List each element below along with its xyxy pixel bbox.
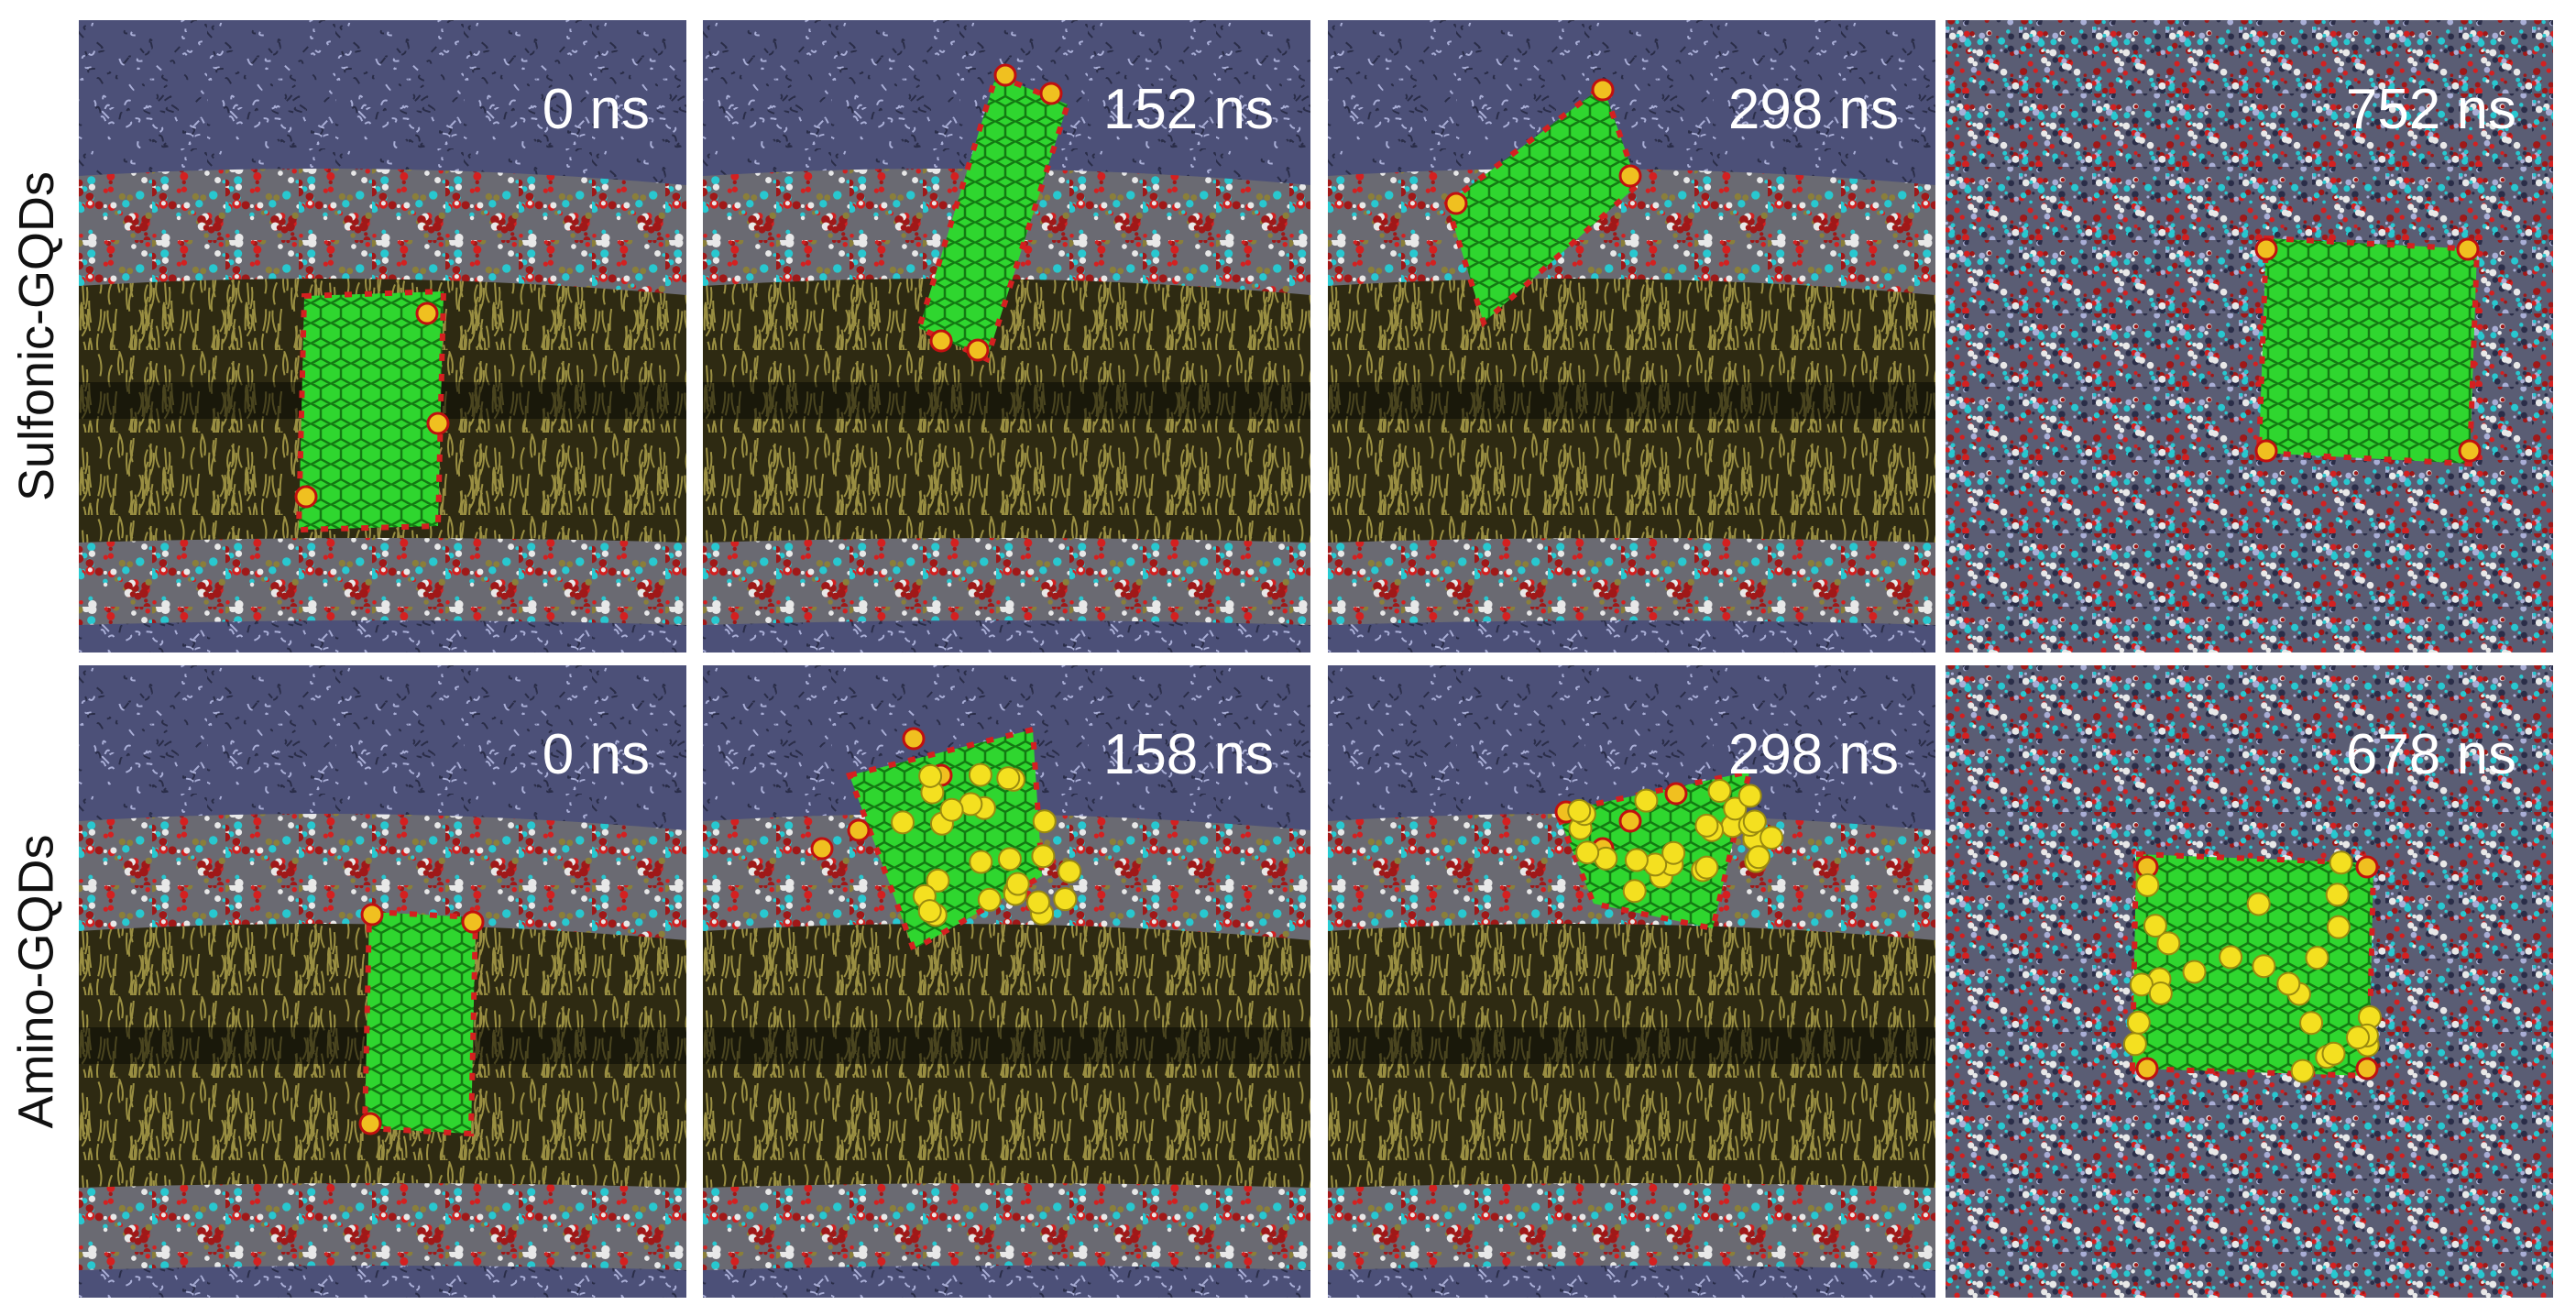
time-label: 152 ns	[1103, 78, 1274, 141]
simulation-snapshot: 158 ns	[703, 665, 1310, 1298]
time-label: 0 ns	[543, 723, 650, 786]
row-label: Sulfonic-GQDs	[0, 20, 73, 653]
snapshot-image: 298 ns	[1328, 665, 1935, 1298]
time-label: 752 ns	[2346, 78, 2516, 141]
simulation-snapshot: 0 ns	[79, 20, 686, 653]
time-label: 298 ns	[1728, 78, 1899, 141]
time-label: 678 ns	[2346, 723, 2516, 786]
simulation-snapshot: 152 ns	[703, 20, 1310, 653]
snapshot-image: 0 ns	[79, 20, 686, 653]
snapshot-image: 678 ns	[1946, 665, 2553, 1298]
time-label: 158 ns	[1103, 723, 1274, 786]
time-label: 298 ns	[1728, 723, 1899, 786]
simulation-snapshot: 298 ns	[1328, 665, 1935, 1298]
snapshot-image: 158 ns	[703, 665, 1310, 1298]
row-label-text: Amino-GQDs	[9, 834, 65, 1129]
simulation-snapshot: 298 ns	[1328, 20, 1935, 653]
snapshot-image: 752 ns	[1946, 20, 2553, 653]
row-label: Amino-GQDs	[0, 665, 73, 1298]
snapshot-image: 0 ns	[79, 665, 686, 1298]
snapshot-image: 298 ns	[1328, 20, 1935, 653]
simulation-snapshot: 752 ns	[1946, 20, 2553, 653]
row-label-text: Sulfonic-GQDs	[9, 170, 65, 502]
simulation-snapshot: 0 ns	[79, 665, 686, 1298]
time-label: 0 ns	[543, 78, 650, 141]
snapshot-image: 152 ns	[703, 20, 1310, 653]
simulation-snapshot: 678 ns	[1946, 665, 2553, 1298]
